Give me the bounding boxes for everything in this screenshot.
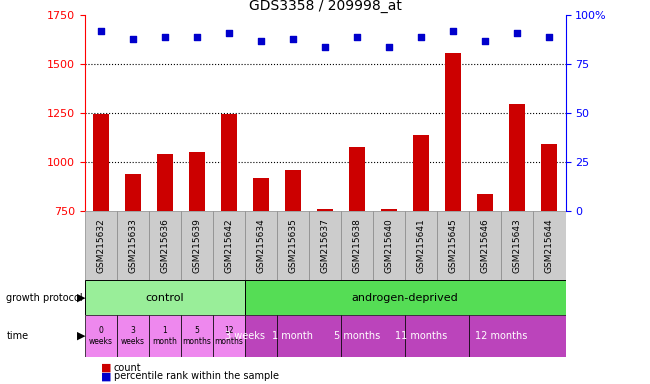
Text: GSM215643: GSM215643: [513, 218, 522, 273]
Bar: [469, 211, 501, 280]
Bar: [188, 152, 205, 211]
Bar: [245, 211, 277, 280]
Text: GSM215644: GSM215644: [545, 218, 554, 273]
Bar: [534, 211, 566, 280]
Bar: [181, 315, 213, 357]
Text: 11 months: 11 months: [395, 331, 447, 341]
Bar: [341, 315, 405, 357]
Bar: [221, 114, 237, 211]
Point: [448, 28, 458, 34]
Point: [159, 34, 170, 40]
Bar: [116, 315, 149, 357]
Bar: [84, 280, 245, 315]
Bar: [116, 211, 149, 280]
Bar: [510, 104, 525, 211]
Bar: [317, 209, 333, 211]
Bar: [373, 211, 405, 280]
Point: [416, 34, 426, 40]
Bar: [92, 114, 109, 211]
Bar: [341, 211, 373, 280]
Bar: [349, 147, 365, 211]
Text: 12 months: 12 months: [475, 331, 528, 341]
Point: [384, 44, 395, 50]
Bar: [84, 211, 116, 280]
Bar: [213, 211, 245, 280]
Bar: [445, 53, 462, 211]
Bar: [285, 170, 301, 211]
Bar: [149, 315, 181, 357]
Bar: [469, 315, 566, 357]
Point: [288, 36, 298, 42]
Text: 1
month: 1 month: [152, 326, 177, 346]
Text: 1 month: 1 month: [272, 331, 313, 341]
Bar: [477, 194, 493, 211]
Bar: [84, 315, 116, 357]
Bar: [277, 315, 341, 357]
Title: GDS3358 / 209998_at: GDS3358 / 209998_at: [248, 0, 402, 13]
Text: GSM215634: GSM215634: [256, 218, 265, 273]
Text: control: control: [146, 293, 184, 303]
Text: GSM215642: GSM215642: [224, 218, 233, 273]
Bar: [245, 315, 277, 357]
Text: GSM215632: GSM215632: [96, 218, 105, 273]
Bar: [309, 211, 341, 280]
Bar: [245, 280, 566, 315]
Text: count: count: [114, 363, 142, 373]
Point: [320, 44, 330, 50]
Text: 0
weeks: 0 weeks: [88, 326, 112, 346]
Point: [192, 34, 202, 40]
Bar: [405, 211, 437, 280]
Text: ■: ■: [101, 371, 111, 381]
Point: [544, 34, 554, 40]
Text: ▶: ▶: [77, 293, 86, 303]
Text: GSM215637: GSM215637: [320, 218, 330, 273]
Bar: [149, 211, 181, 280]
Point: [512, 30, 523, 36]
Bar: [253, 178, 269, 211]
Text: GSM215641: GSM215641: [417, 218, 426, 273]
Point: [480, 38, 491, 44]
Point: [96, 28, 106, 34]
Bar: [437, 211, 469, 280]
Bar: [213, 315, 245, 357]
Text: GSM215646: GSM215646: [481, 218, 490, 273]
Bar: [501, 211, 534, 280]
Bar: [413, 135, 429, 211]
Text: GSM215638: GSM215638: [352, 218, 361, 273]
Bar: [181, 211, 213, 280]
Bar: [541, 144, 558, 211]
Text: ▶: ▶: [77, 331, 86, 341]
Text: GSM215645: GSM215645: [448, 218, 458, 273]
Text: 3 weeks: 3 weeks: [225, 331, 265, 341]
Text: 5 months: 5 months: [334, 331, 380, 341]
Text: GSM215640: GSM215640: [385, 218, 394, 273]
Text: GSM215633: GSM215633: [128, 218, 137, 273]
Text: GSM215636: GSM215636: [160, 218, 169, 273]
Text: growth protocol: growth protocol: [6, 293, 83, 303]
Text: percentile rank within the sample: percentile rank within the sample: [114, 371, 279, 381]
Bar: [157, 154, 173, 211]
Point: [224, 30, 234, 36]
Text: 5
months: 5 months: [182, 326, 211, 346]
Bar: [277, 211, 309, 280]
Text: 3
weeks: 3 weeks: [121, 326, 144, 346]
Bar: [381, 209, 397, 211]
Text: GSM215635: GSM215635: [289, 218, 298, 273]
Text: androgen-deprived: androgen-deprived: [352, 293, 458, 303]
Text: GSM215639: GSM215639: [192, 218, 202, 273]
Point: [127, 36, 138, 42]
Text: time: time: [6, 331, 29, 341]
Text: ■: ■: [101, 363, 111, 373]
Point: [255, 38, 266, 44]
Point: [352, 34, 362, 40]
Text: 12
months: 12 months: [214, 326, 243, 346]
Bar: [405, 315, 469, 357]
Bar: [125, 174, 140, 211]
